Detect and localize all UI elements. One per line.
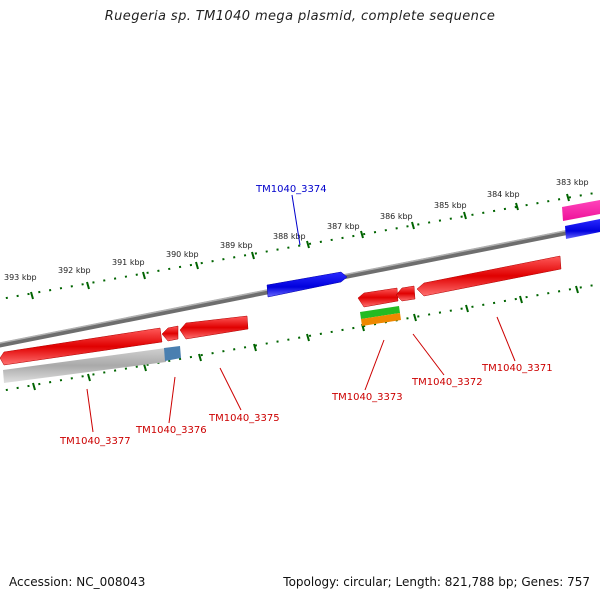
green-feature[interactable]: [360, 306, 400, 319]
gene-3374-feature[interactable]: [266, 271, 348, 298]
pink-feature[interactable]: [562, 200, 600, 221]
gene-label-3375[interactable]: TM1040_3375: [208, 413, 280, 424]
gene-3373-feature[interactable]: [357, 287, 399, 308]
gene-label-3376[interactable]: TM1040_3376: [135, 425, 207, 436]
summary-label: Topology: circular; Length: 821,788 bp; …: [283, 575, 590, 589]
gene-3377-feature[interactable]: [0, 327, 163, 366]
gene-label-3377[interactable]: TM1040_3377: [59, 436, 131, 447]
gene-3375-feature[interactable]: [179, 315, 249, 340]
map-title: Ruegeria sp. TM1040 mega plasmid, comple…: [104, 9, 496, 24]
gene-label-3372[interactable]: TM1040_3372: [411, 377, 483, 388]
gene-label-3371[interactable]: TM1040_3371: [481, 363, 553, 374]
blue-edge-feature[interactable]: [565, 219, 600, 239]
tick-label-391: 391 kbp: [112, 258, 145, 267]
tick-label-388: 388 kbp: [273, 232, 306, 241]
gene-3372-feature[interactable]: [395, 285, 416, 302]
tick-label-386: 386 kbp: [380, 212, 413, 221]
gene-3376-feature[interactable]: [161, 325, 179, 342]
callout-lines: [86, 194, 516, 433]
tick-labels: 383 kbp 384 kbp 385 kbp 386 kbp 387 kbp …: [4, 178, 589, 282]
tick-label-387: 387 kbp: [327, 222, 360, 231]
tick-label-383: 383 kbp: [556, 178, 589, 187]
forward-features[interactable]: [266, 200, 600, 298]
tick-label-389: 389 kbp: [220, 241, 253, 250]
tick-label-392: 392 kbp: [58, 266, 91, 275]
tick-label-390: 390 kbp: [166, 250, 199, 259]
outer-ruler: [0, 191, 600, 301]
gene-labels[interactable]: TM1040_3374 TM1040_3377 TM1040_3376 TM10…: [59, 184, 553, 447]
reverse-features[interactable]: [0, 255, 562, 383]
gene-label-3374[interactable]: TM1040_3374: [255, 184, 327, 195]
grey-feature[interactable]: [3, 348, 166, 383]
tick-label-384: 384 kbp: [487, 190, 520, 199]
orange-feature[interactable]: [361, 313, 401, 326]
inner-ruler: [0, 283, 600, 393]
steel-feature[interactable]: [164, 346, 181, 361]
gene-3371-feature[interactable]: [416, 255, 562, 297]
tick-label-385: 385 kbp: [434, 201, 467, 210]
accession-label: Accession: NC_008043: [9, 575, 146, 589]
gene-label-3373[interactable]: TM1040_3373: [331, 392, 403, 403]
tick-label-393: 393 kbp: [4, 273, 37, 282]
